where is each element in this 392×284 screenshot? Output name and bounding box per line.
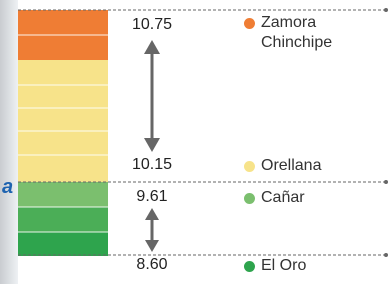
value: 9.61 bbox=[122, 188, 182, 206]
light-green-block bbox=[18, 182, 108, 207]
label: El Oro bbox=[261, 256, 306, 276]
partial-text: a bbox=[2, 176, 13, 199]
infographic: a 10.75 10.15 9.61 8.60 Zamora Chinchipe… bbox=[0, 0, 392, 284]
value: 10.75 bbox=[122, 16, 182, 34]
value: 8.60 bbox=[122, 256, 182, 274]
line-end-dots bbox=[384, 8, 388, 257]
label: Orellana bbox=[261, 156, 321, 176]
side-panel bbox=[0, 0, 18, 284]
dark-green-block bbox=[18, 232, 108, 256]
legend-dot bbox=[244, 261, 255, 272]
yellow-block bbox=[18, 60, 108, 182]
legend-dot bbox=[244, 193, 255, 204]
green-block bbox=[18, 207, 108, 232]
legend-dot bbox=[244, 18, 255, 29]
legend-dot bbox=[244, 161, 255, 172]
label: Zamora Chinchipe bbox=[261, 13, 341, 53]
label: Cañar bbox=[261, 188, 305, 208]
arrows bbox=[144, 40, 160, 252]
value: 10.15 bbox=[122, 156, 182, 174]
